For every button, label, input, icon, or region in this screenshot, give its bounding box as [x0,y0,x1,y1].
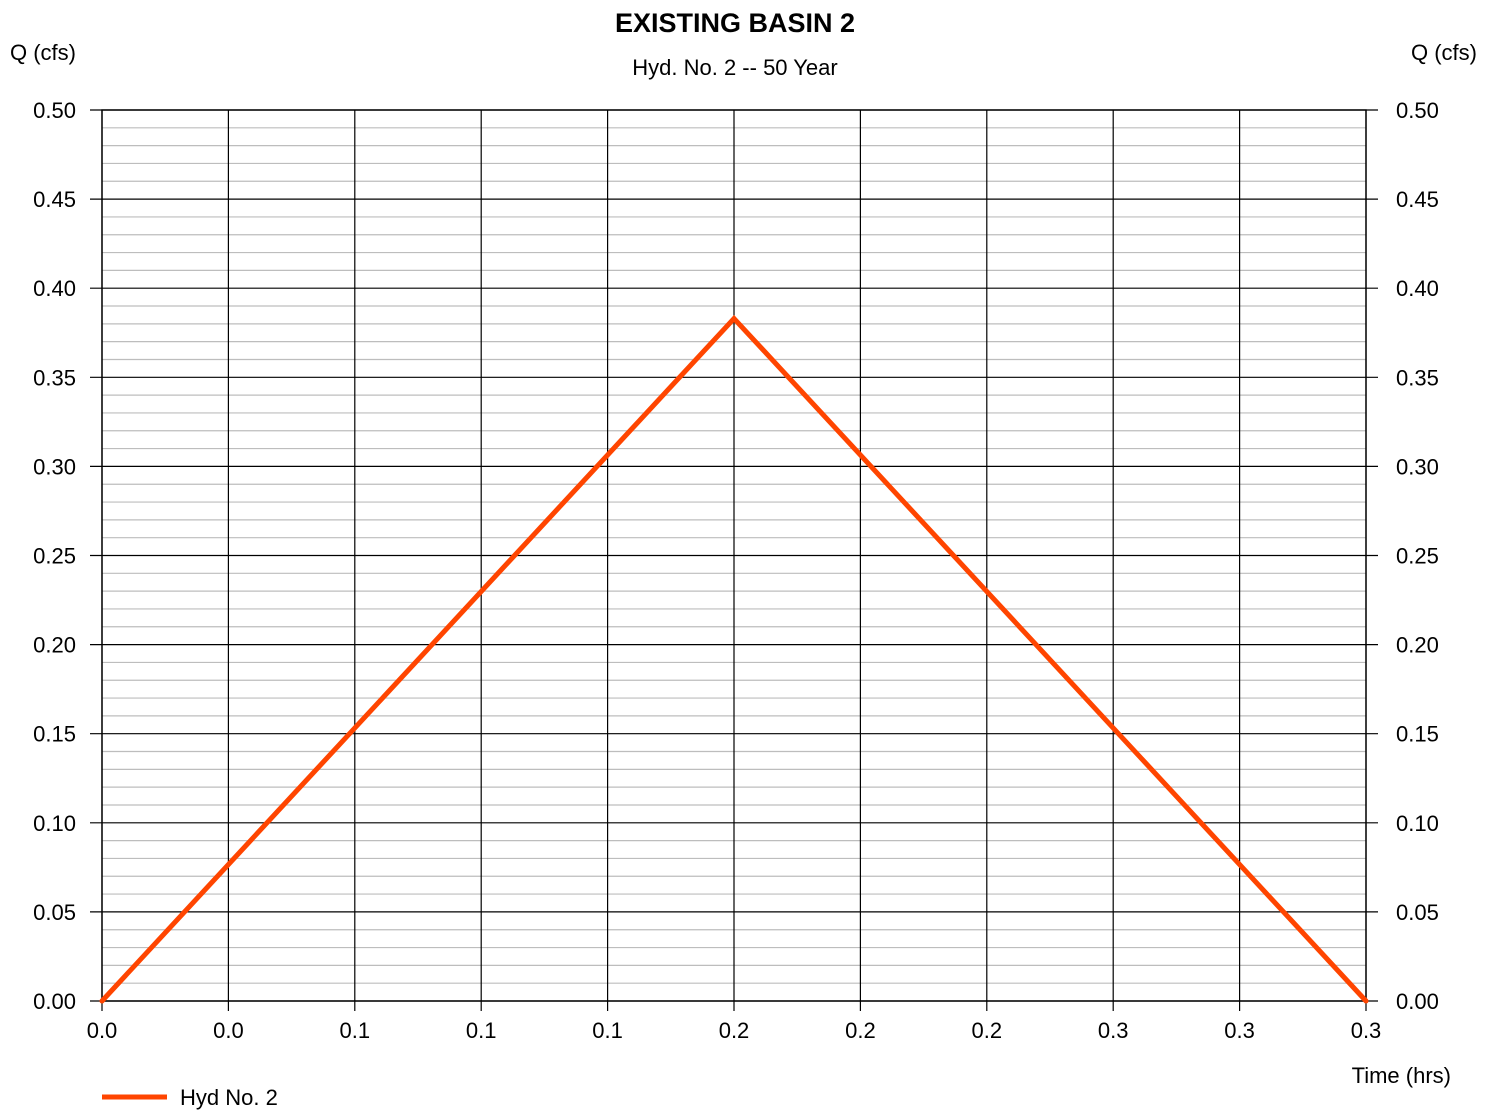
y-tick-label: 0.40 [33,276,76,301]
y-tick-label: 0.45 [1396,187,1439,212]
y-tick-label: 0.10 [33,811,76,836]
x-tick-label: 0.2 [972,1018,1003,1043]
x-tick-label: 0.0 [87,1018,118,1043]
y-tick-label: 0.30 [1396,454,1439,479]
x-tick-label: 0.2 [845,1018,876,1043]
y-tick-label: 0.35 [1396,365,1439,390]
y-tick-labels-left: 0.00 0.05 0.10 0.15 0.20 0.25 0.30 0.35 0.40 0.45… [33,98,76,1014]
y-tick-label: 0.25 [1396,544,1439,569]
y-tick-label: 0.25 [33,544,76,569]
y-tick-label: 0.15 [33,722,76,747]
y-tick-label: 0.05 [33,900,76,925]
x-tick-label: 0.0 [213,1018,244,1043]
x-tick-label: 0.3 [1351,1018,1382,1043]
x-tick-label: 0.1 [466,1018,497,1043]
x-tick-label: 0.1 [592,1018,623,1043]
y-tick-label: 0.00 [33,989,76,1014]
y-axis-label-right: Q (cfs) [1411,40,1477,65]
x-tick-label: 0.3 [1224,1018,1255,1043]
x-tick-label: 0.3 [1098,1018,1129,1043]
legend: Hyd No. 2 [102,1085,278,1110]
y-tick-label: 0.10 [1396,811,1439,836]
plot-frame [101,109,1367,1002]
y-tick-label: 0.50 [1396,98,1439,123]
y-tick-label: 0.30 [33,454,76,479]
y-axis-label-left: Q (cfs) [10,40,76,65]
chart-title: EXISTING BASIN 2 [615,8,855,38]
x-tick-label: 0.2 [719,1018,750,1043]
y-tick-label: 0.05 [1396,900,1439,925]
x-tick-labels: 0.0 0.0 0.1 0.1 0.1 0.2 0.2 0.2 0.3 0.3 0.3 [87,1018,1382,1043]
axes [101,109,1367,1002]
series-line [99,314,1369,1004]
legend-label: Hyd No. 2 [180,1085,278,1110]
y-tick-label: 0.50 [33,98,76,123]
y-tick-label: 0.00 [1396,989,1439,1014]
y-tick-label: 0.20 [33,633,76,658]
y-tick-label: 0.40 [1396,276,1439,301]
y-tick-label: 0.35 [33,365,76,390]
x-tick-label: 0.1 [340,1018,371,1043]
x-axis-label: Time (hrs) [1352,1063,1451,1088]
y-tick-label: 0.15 [1396,722,1439,747]
y-tick-labels-right: 0.00 0.05 0.10 0.15 0.20 0.25 0.30 0.35 0.40 0.45… [1396,98,1439,1014]
series-layer [99,314,1369,1004]
y-tick-label: 0.45 [33,187,76,212]
chart-subtitle: Hyd. No. 2 -- 50 Year [632,55,837,80]
y-tick-label: 0.20 [1396,633,1439,658]
